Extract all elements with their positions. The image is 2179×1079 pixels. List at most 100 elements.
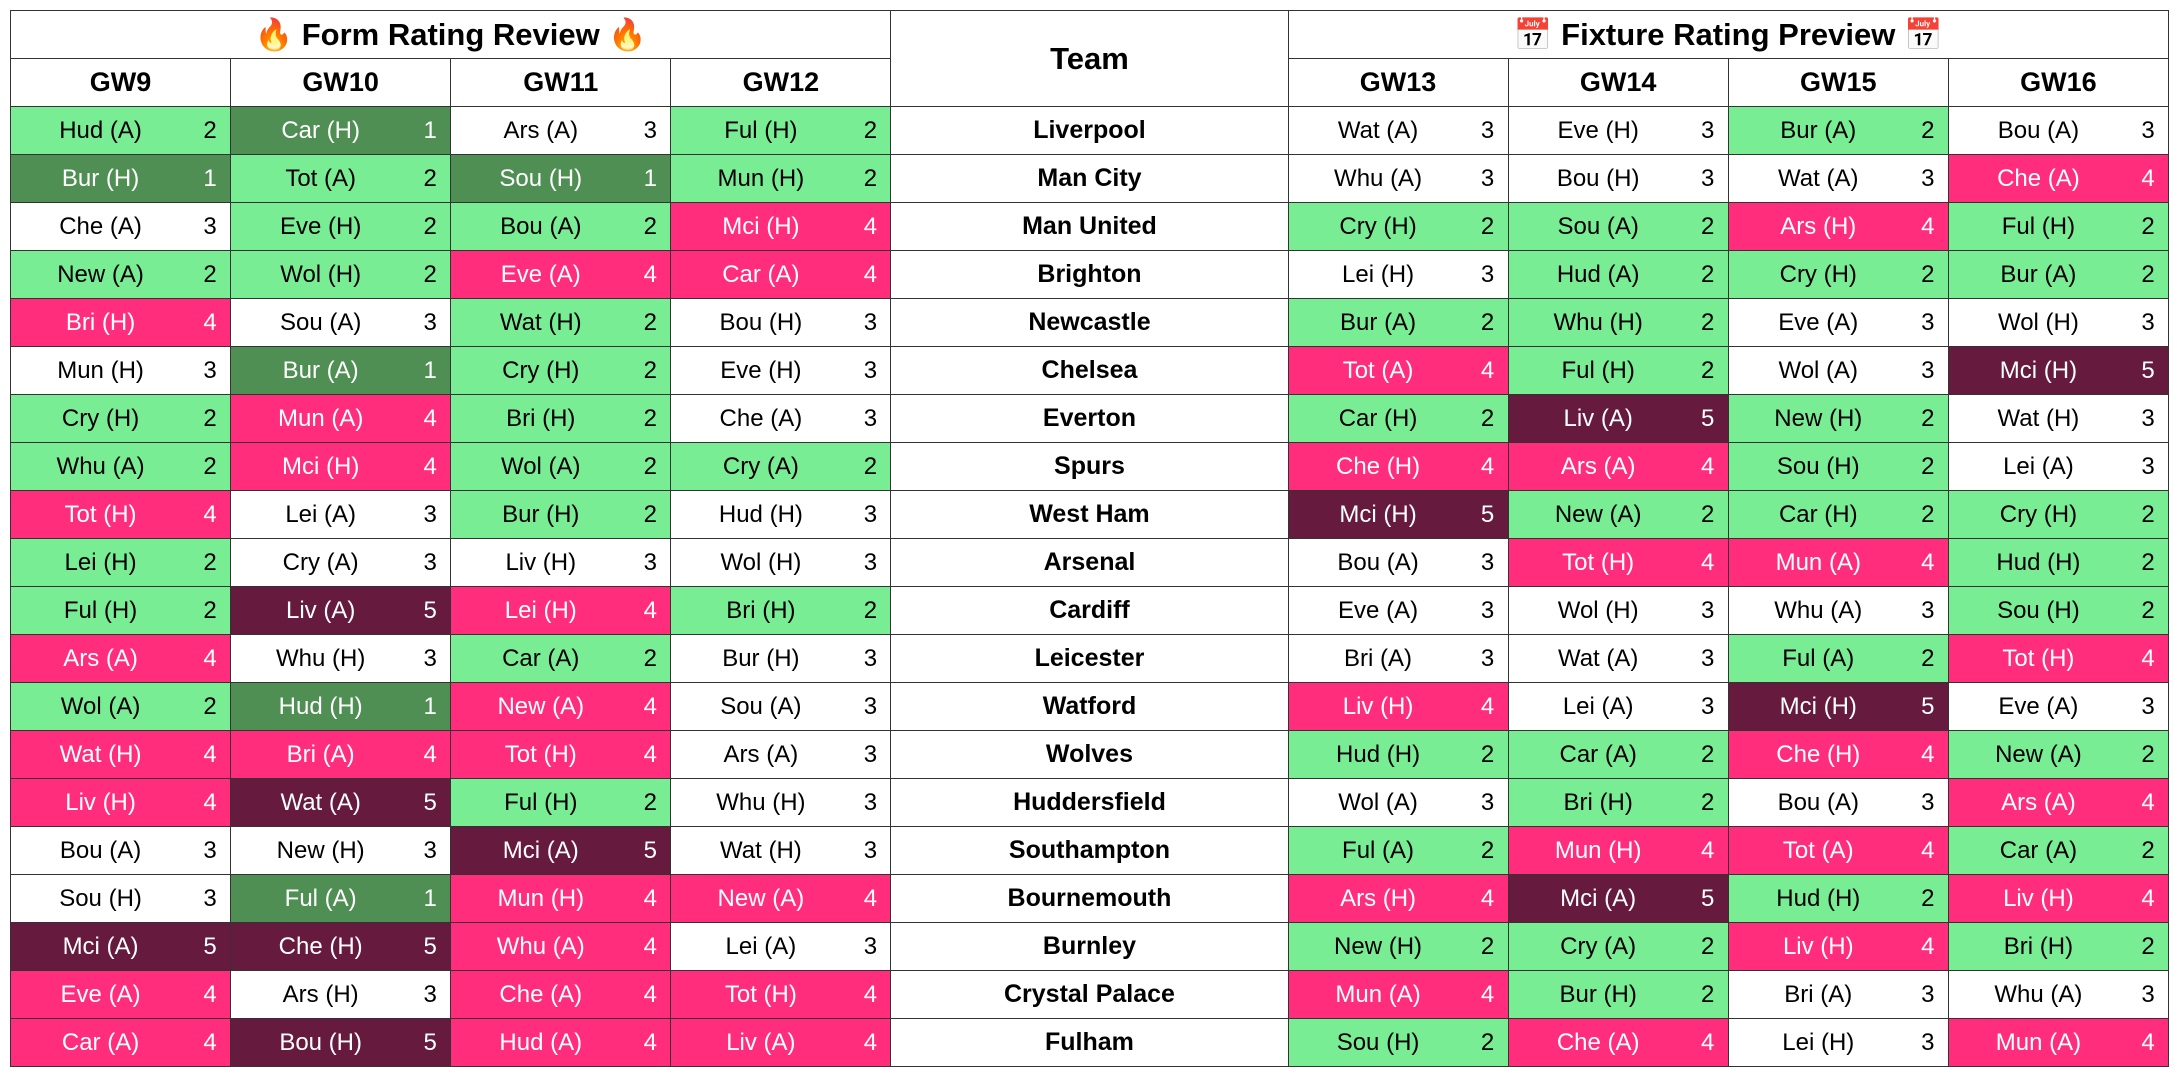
team-name: Cardiff: [891, 587, 1288, 635]
rating-value: 2: [1908, 251, 1948, 298]
rating-value: 2: [1468, 731, 1508, 778]
rating-value: 2: [1688, 203, 1728, 250]
table-row: Bou (A)3New (H)3Mci (A)5Wat (H)3Southamp…: [11, 827, 2169, 875]
rating-value: 4: [1908, 827, 1948, 874]
rating-cell: Ars (A)4: [1508, 443, 1728, 491]
calendar-icon: 📅: [1514, 17, 1553, 52]
calendar-icon: 📅: [1904, 17, 1943, 52]
rating-cell: New (A)4: [451, 683, 671, 731]
rating-value: 2: [850, 587, 890, 634]
rating-cell: New (A)2: [1948, 731, 2168, 779]
rating-cell: Che (H)4: [1728, 731, 1948, 779]
opponent-label: Whu (H): [671, 779, 850, 826]
opponent-label: Bri (H): [451, 395, 630, 442]
opponent-label: Wol (H): [671, 539, 850, 586]
rating-cell: Bri (H)2: [1508, 779, 1728, 827]
rating-value: 2: [1908, 107, 1948, 154]
rating-value: 4: [2128, 875, 2168, 922]
opponent-label: Tot (H): [1949, 635, 2128, 682]
rating-cell: New (A)4: [671, 875, 891, 923]
rating-cell: Mci (H)5: [1948, 347, 2168, 395]
opponent-label: Mun (A): [1289, 971, 1468, 1018]
fire-icon: 🔥: [608, 17, 647, 52]
rating-value: 4: [190, 1019, 230, 1066]
opponent-label: Sou (A): [1509, 203, 1688, 250]
rating-value: 4: [1688, 1019, 1728, 1066]
rating-cell: Car (A)2: [1948, 827, 2168, 875]
rating-value: 1: [190, 155, 230, 202]
rating-cell: Car (A)2: [451, 635, 671, 683]
rating-cell: Cry (H)2: [451, 347, 671, 395]
rating-cell: Tot (A)4: [1288, 347, 1508, 395]
team-name: Huddersfield: [891, 779, 1288, 827]
rating-cell: Hud (H)3: [671, 491, 891, 539]
opponent-label: Whu (H): [231, 635, 410, 682]
rating-cell: Bou (A)3: [1728, 779, 1948, 827]
opponent-label: Mci (H): [231, 443, 410, 490]
rating-cell: Che (A)4: [1948, 155, 2168, 203]
rating-value: 4: [850, 875, 890, 922]
rating-cell: Whu (A)3: [1728, 587, 1948, 635]
opponent-label: Wol (H): [231, 251, 410, 298]
rating-cell: Bou (H)3: [1508, 155, 1728, 203]
rating-cell: Whu (H)3: [671, 779, 891, 827]
rating-value: 4: [630, 875, 670, 922]
rating-value: 3: [1688, 155, 1728, 202]
opponent-label: New (H): [1289, 923, 1468, 970]
opponent-label: Bou (A): [11, 827, 190, 874]
opponent-label: Che (A): [11, 203, 190, 250]
opponent-label: Mci (H): [1949, 347, 2128, 394]
opponent-label: Ful (H): [451, 779, 630, 826]
opponent-label: Lei (A): [231, 491, 410, 538]
rating-value: 1: [410, 875, 450, 922]
form-title: 🔥 Form Rating Review 🔥: [11, 11, 891, 59]
rating-value: 2: [190, 587, 230, 634]
gw-header: GW10: [231, 59, 451, 107]
rating-cell: New (A)2: [11, 251, 231, 299]
rating-value: 2: [630, 779, 670, 826]
opponent-label: Bur (A): [1949, 251, 2128, 298]
opponent-label: Lei (A): [1949, 443, 2128, 490]
rating-cell: Wol (H)3: [1508, 587, 1728, 635]
rating-cell: Cry (A)3: [231, 539, 451, 587]
rating-value: 2: [1688, 347, 1728, 394]
rating-value: 3: [850, 635, 890, 682]
rating-cell: Sou (A)3: [671, 683, 891, 731]
opponent-label: Ful (A): [231, 875, 410, 922]
rating-value: 4: [1908, 731, 1948, 778]
rating-cell: Wat (A)3: [1508, 635, 1728, 683]
table-row: Wol (A)2Hud (H)1New (A)4Sou (A)3WatfordL…: [11, 683, 2169, 731]
opponent-label: Bur (A): [1729, 107, 1908, 154]
rating-cell: Whu (A)3: [1948, 971, 2168, 1019]
opponent-label: Cry (A): [671, 443, 850, 490]
rating-cell: Car (A)4: [671, 251, 891, 299]
opponent-label: Wat (A): [1509, 635, 1688, 682]
opponent-label: Lei (H): [11, 539, 190, 586]
rating-value: 5: [190, 923, 230, 970]
gw-header: GW14: [1508, 59, 1728, 107]
rating-value: 4: [2128, 635, 2168, 682]
rating-cell: Ful (A)2: [1728, 635, 1948, 683]
rating-cell: Tot (H)4: [1948, 635, 2168, 683]
opponent-label: Liv (A): [231, 587, 410, 634]
opponent-label: Lei (H): [1729, 1019, 1908, 1066]
rating-value: 2: [410, 251, 450, 298]
rating-value: 4: [1468, 875, 1508, 922]
rating-cell: Lei (A)3: [671, 923, 891, 971]
opponent-label: Ars (H): [1729, 203, 1908, 250]
rating-value: 4: [1468, 347, 1508, 394]
opponent-label: Sou (H): [1949, 587, 2128, 634]
opponent-label: Ful (H): [1949, 203, 2128, 250]
opponent-label: Wat (H): [451, 299, 630, 346]
rating-value: 3: [1908, 347, 1948, 394]
rating-cell: Ars (A)4: [11, 635, 231, 683]
rating-value: 2: [2128, 203, 2168, 250]
opponent-label: Hud (A): [1509, 251, 1688, 298]
opponent-label: Ars (A): [11, 635, 190, 682]
opponent-label: Bou (H): [231, 1019, 410, 1066]
opponent-label: Car (A): [1509, 731, 1688, 778]
rating-value: 4: [1468, 683, 1508, 730]
opponent-label: Ars (H): [1289, 875, 1468, 922]
rating-value: 2: [190, 539, 230, 586]
opponent-label: Bur (H): [451, 491, 630, 538]
